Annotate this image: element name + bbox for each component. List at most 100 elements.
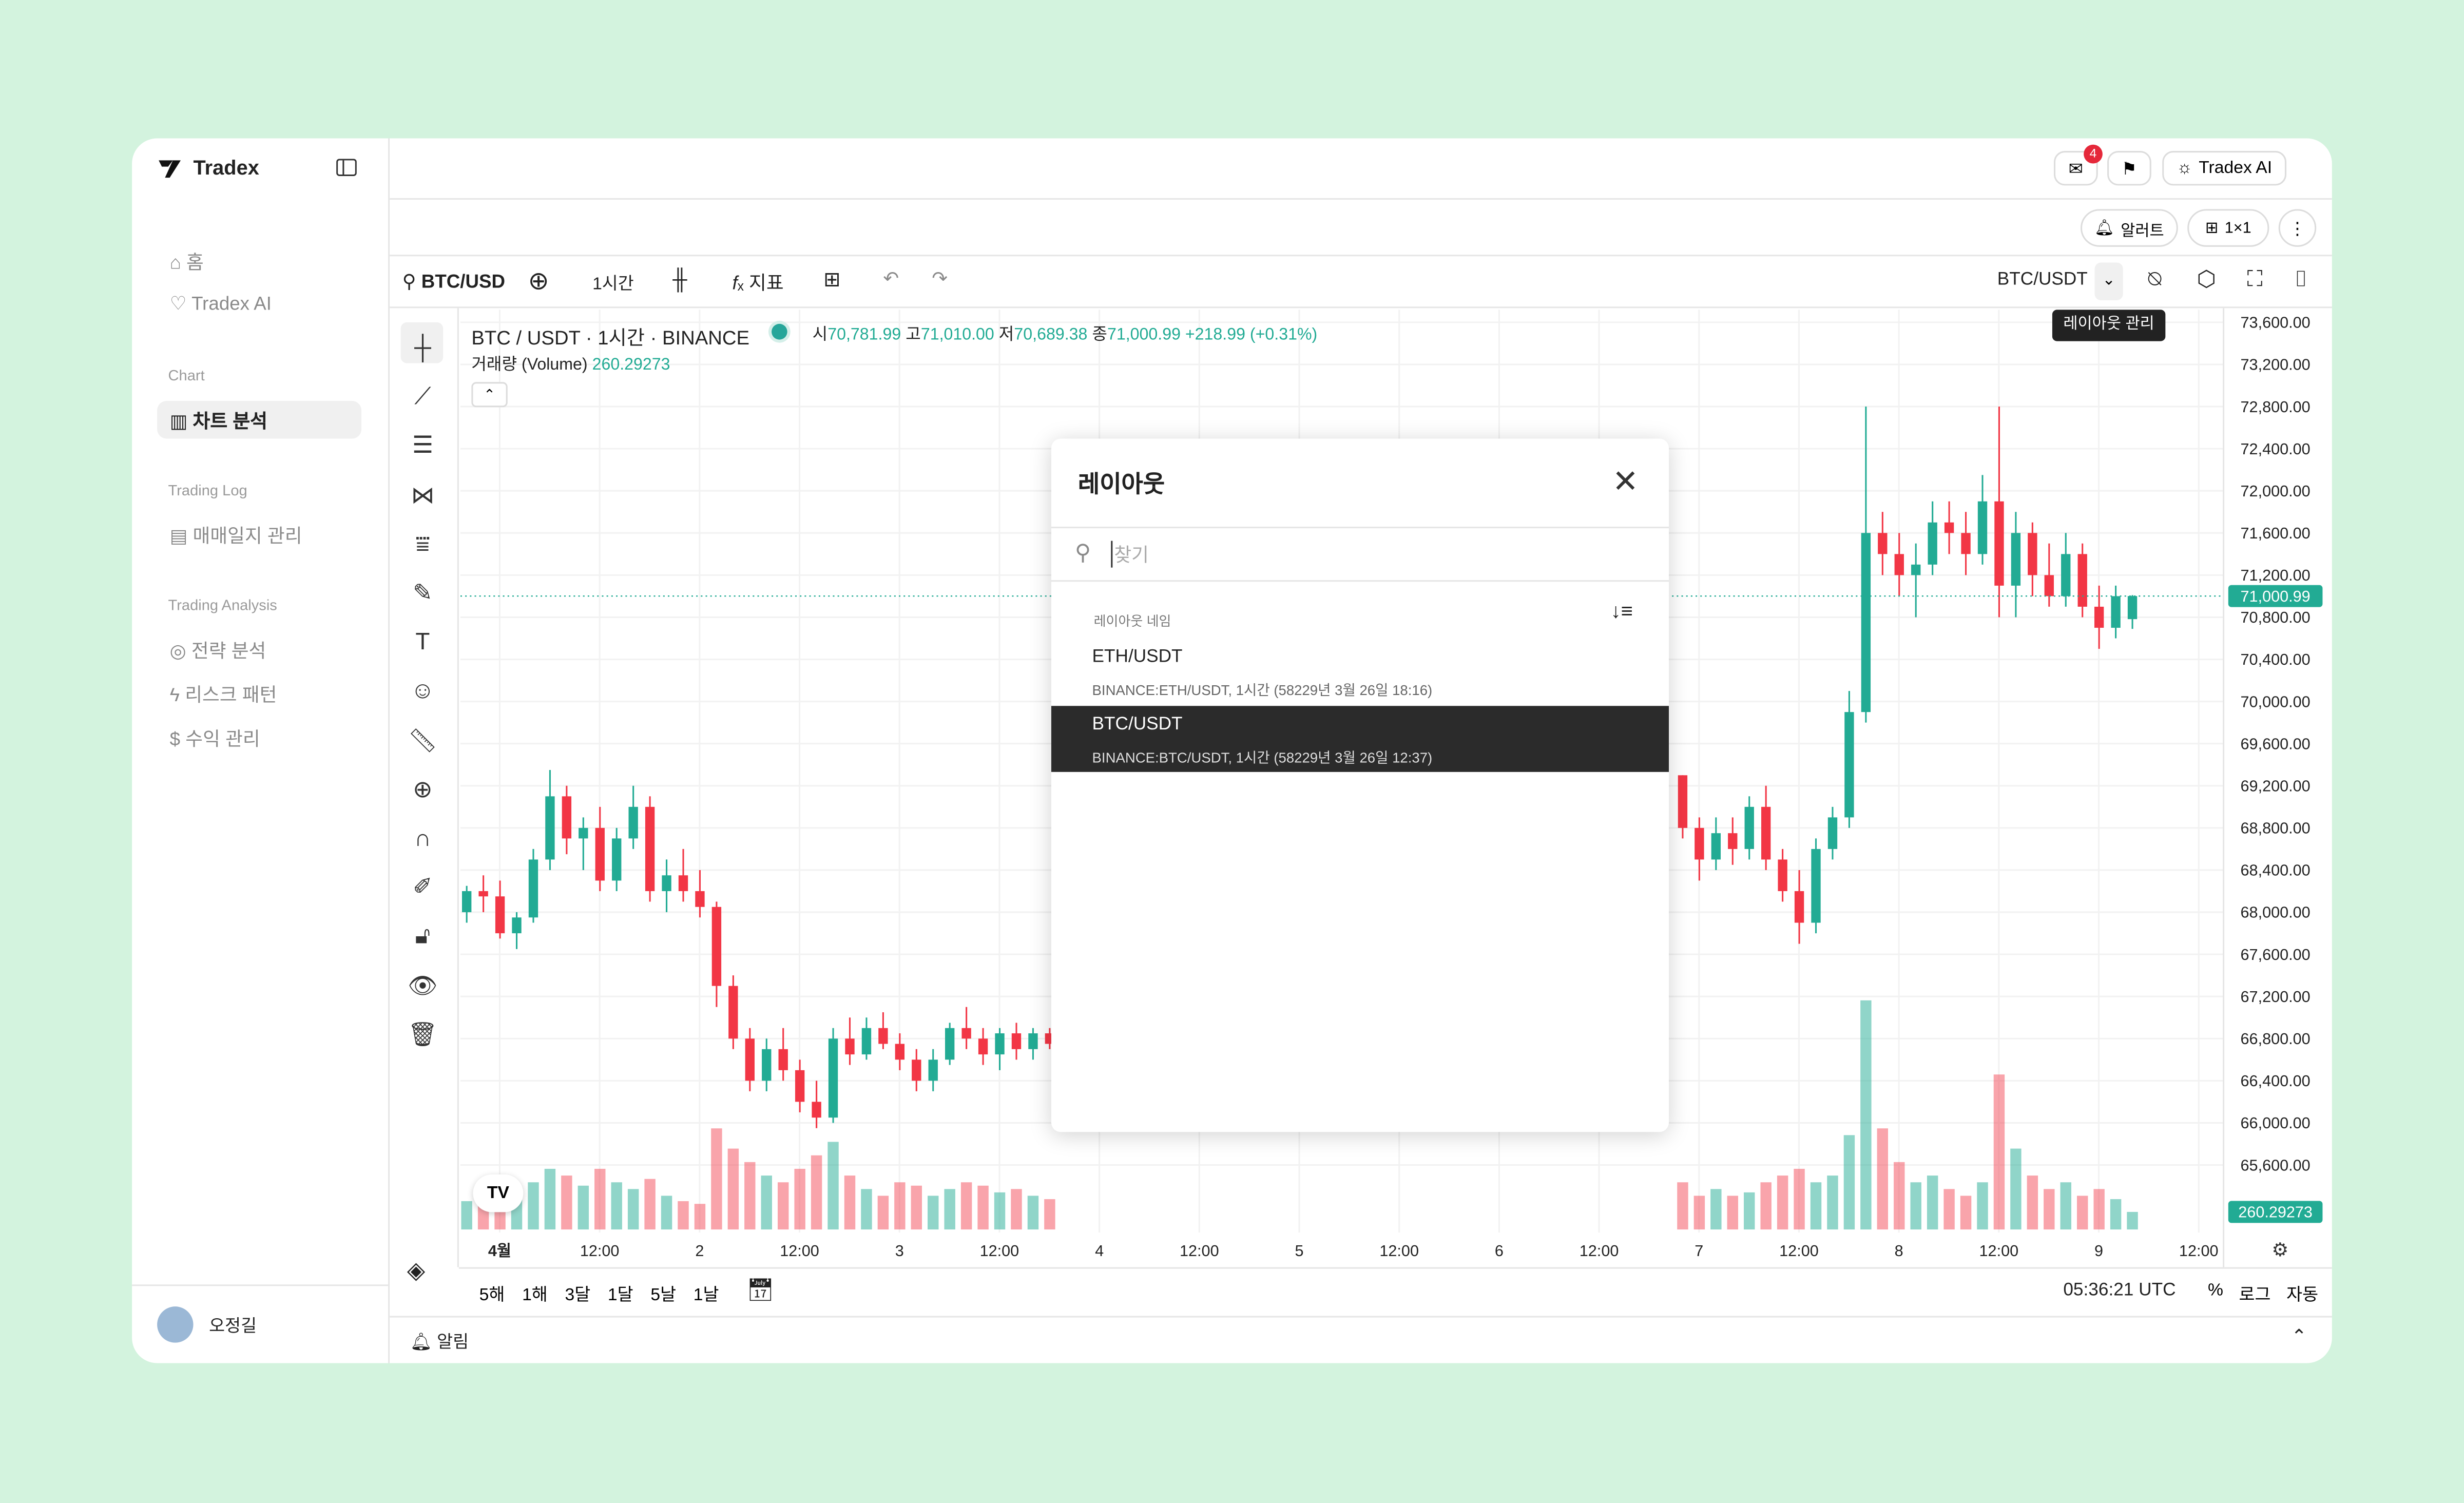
- nav-item[interactable]: ⌂ 홈: [169, 252, 204, 274]
- time-label: 4월: [488, 1242, 511, 1260]
- inbox-button[interactable]: ✉: [2053, 151, 2098, 186]
- snapshot[interactable]: ⌷: [2294, 265, 2308, 291]
- candle-body: [928, 1059, 938, 1081]
- divider: [457, 308, 459, 1267]
- last-price-label: 71,000.99: [2241, 588, 2311, 605]
- alert-tool[interactable]: ⍉: [2148, 265, 2162, 291]
- volume-bar: [1794, 1168, 1805, 1230]
- indicators-label: 지표: [749, 272, 784, 294]
- interval[interactable]: 1시간: [592, 275, 634, 294]
- volume-bar: [944, 1189, 955, 1230]
- volume-bar: [761, 1176, 772, 1230]
- volume-bar: [578, 1185, 589, 1230]
- status-dot: [772, 323, 787, 340]
- volume-bar: [528, 1182, 539, 1230]
- redo[interactable]: ↷: [932, 267, 948, 290]
- more-button[interactable]: ⋮: [2278, 209, 2317, 247]
- range[interactable]: 1해: [522, 1286, 548, 1305]
- layout-name: BTC/USDT: [1092, 715, 1183, 735]
- nav-item[interactable]: $ 수익 관리: [169, 728, 260, 750]
- alert-button[interactable]: 🔔︎ 알러트: [2081, 209, 2178, 247]
- symbol-search[interactable]: ⚲ BTC/USD: [402, 270, 506, 293]
- volume-bar: [461, 1201, 472, 1230]
- fullscreen[interactable]: ⛶: [2247, 265, 2263, 291]
- volume-bar: [1910, 1182, 1921, 1230]
- price-tick-label: 65,600.00: [2241, 1157, 2311, 1174]
- value: 70,689.38: [1014, 325, 1088, 344]
- option[interactable]: 로그: [2239, 1286, 2271, 1305]
- tooltip: 레이아웃 관리: [2052, 310, 2166, 341]
- volume-bar: [794, 1168, 805, 1230]
- candle-body: [2011, 533, 2021, 586]
- volume-bar: [827, 1142, 839, 1230]
- range[interactable]: 5해: [479, 1286, 505, 1305]
- volume-bar: [611, 1182, 622, 1230]
- volume-bar: [594, 1168, 606, 1230]
- nav-item[interactable]: ϟ 리스크 패턴: [169, 684, 277, 706]
- time-label: 8: [1895, 1242, 1903, 1260]
- sort-button[interactable]: ↓≡: [1610, 599, 1633, 623]
- option[interactable]: 자동: [2286, 1286, 2319, 1305]
- brand: Tradex: [193, 156, 259, 180]
- clock: 05:36:21 UTC: [2063, 1281, 2176, 1300]
- templates[interactable]: ⊞: [823, 267, 841, 291]
- candle-body: [2028, 533, 2037, 575]
- close-button[interactable]: ✕: [1612, 465, 1639, 500]
- layout-row[interactable]: ETH/USDT BINANCE:ETH/USDT, 1시간 (58229년 3…: [1051, 637, 1669, 706]
- layout-name[interactable]: BTC/USDT: [1997, 270, 2088, 290]
- range[interactable]: 1날: [693, 1286, 719, 1305]
- flag-button[interactable]: ⚑: [2107, 151, 2151, 186]
- indicators[interactable]: fₓ 지표: [732, 272, 784, 294]
- candle-body: [1811, 849, 1821, 923]
- range[interactable]: 3달: [565, 1286, 591, 1305]
- volume-bar: [1960, 1196, 1972, 1230]
- settings[interactable]: ⬡: [2197, 265, 2217, 291]
- search-input[interactable]: 찾기: [1111, 541, 1149, 568]
- nav-item[interactable]: ▤ 매매일지 관리: [169, 525, 302, 547]
- value: 71,000.99: [1107, 325, 1181, 344]
- candle-body: [1961, 533, 1971, 554]
- candle-body: [1977, 501, 1988, 554]
- volume-bar: [2010, 1148, 2022, 1230]
- candle-body: [678, 875, 688, 891]
- nav-item[interactable]: ◎ 전략 분석: [169, 640, 266, 662]
- layout-dropdown[interactable]: ⌄: [2094, 262, 2123, 300]
- label: 저: [998, 325, 1014, 344]
- candle-body: [645, 806, 655, 891]
- alerts-bar[interactable]: 🔔︎ 알림: [410, 1333, 469, 1353]
- chart-type[interactable]: ╫: [672, 267, 687, 291]
- candle-body: [1844, 712, 1854, 818]
- collapse-icon[interactable]: [336, 159, 357, 177]
- ai-button[interactable]: ☼ Tradex AI: [2162, 151, 2287, 186]
- tool-list[interactable]: ┼ ⟋ ☰ ⋈ ⩸ ✎ T ☺ 📏︎ ⊕ ∩ ✐ 🔓︎ 👁︎ 🗑︎: [408, 335, 438, 1049]
- collapse-legend[interactable]: ⌃: [471, 382, 508, 408]
- price-tick-label: 70,000.00: [2241, 693, 2311, 710]
- nav-item[interactable]: ♡ Tradex AI: [169, 292, 272, 315]
- layout-button[interactable]: ⊞ 1×1: [2187, 209, 2269, 247]
- layers[interactable]: ◈: [407, 1258, 426, 1285]
- time-label: 12:00: [1779, 1242, 1819, 1260]
- nav-label: 리스크 패턴: [185, 684, 277, 706]
- time-label: 4: [1095, 1242, 1104, 1260]
- user-name[interactable]: 오정길: [209, 1317, 257, 1337]
- button-label: 1×1: [2224, 219, 2251, 237]
- price-tick-label: 67,600.00: [2241, 946, 2311, 964]
- volume-bar: [1760, 1182, 1772, 1230]
- nav-active[interactable]: [157, 401, 362, 439]
- price-tick-label: 73,200.00: [2241, 356, 2311, 374]
- watermark: TV: [473, 1174, 524, 1212]
- option[interactable]: %: [2207, 1281, 2223, 1300]
- range[interactable]: 5날: [650, 1286, 677, 1305]
- candle-body: [562, 796, 572, 839]
- tool-active[interactable]: [400, 322, 444, 363]
- layout-detail: BINANCE:BTC/USDT, 1시간 (58229년 3월 26일 12:…: [1092, 749, 1433, 766]
- layout-modal: 레이아웃 ✕ ⚲ 찾기 레이아웃 네임 ↓≡ ETH/USDT BINANCE:…: [1051, 438, 1669, 1132]
- date-range[interactable]: 📅︎: [746, 1276, 775, 1302]
- undo[interactable]: ↶: [883, 267, 899, 290]
- range[interactable]: 1달: [607, 1286, 633, 1305]
- add-symbol[interactable]: ⊕: [528, 268, 549, 296]
- layout-row-selected[interactable]: BTC/USDT BINANCE:BTC/USDT, 1시간 (58229년 3…: [1051, 706, 1669, 772]
- price-tick-label: 72,400.00: [2241, 440, 2311, 458]
- expand[interactable]: ⌃: [2291, 1325, 2307, 1347]
